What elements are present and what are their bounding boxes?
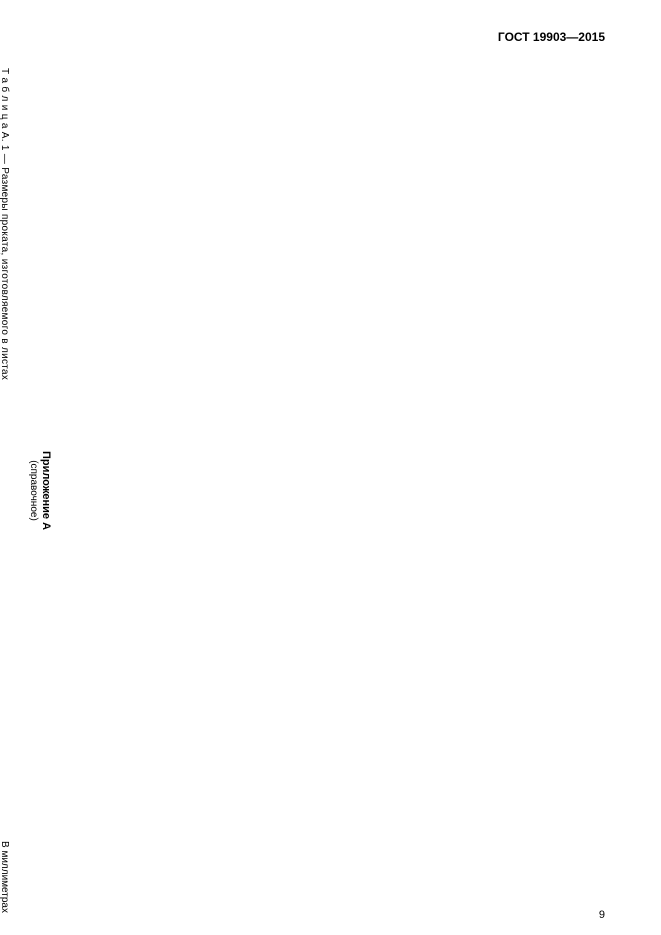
table-caption: Т а б л и ц а А. 1 — Размеры проката, из… (0, 68, 10, 380)
units-label: В миллиметрах (0, 841, 10, 913)
appendix-title: Приложение А (40, 451, 52, 530)
appendix-sub: (справочное) (28, 460, 39, 521)
page-number: 9 (599, 909, 605, 921)
appendix-heading: Приложение А (справочное) (28, 68, 52, 913)
doc-id: ГОСТ 19903—2015 (498, 30, 605, 44)
